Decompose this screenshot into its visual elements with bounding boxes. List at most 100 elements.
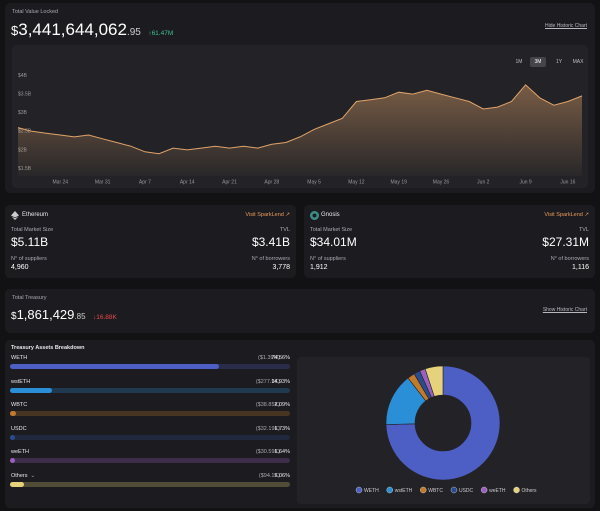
- legend-label: weETH: [489, 488, 506, 494]
- x-tick-label: May 12: [348, 179, 365, 185]
- share-bar: [10, 434, 15, 440]
- amount: 1,861,429: [16, 307, 75, 322]
- cents: .85: [74, 312, 86, 321]
- market-name: Ethereum: [22, 212, 49, 218]
- asset-label: weETH: [11, 449, 30, 456]
- x-tick-label: Jun 2: [477, 179, 489, 185]
- breakdown-card: Treasury Assets Breakdown WETH ($1.39M) 74…: [5, 340, 595, 508]
- range-button[interactable]: 1Y: [555, 59, 563, 65]
- legend-swatch: [450, 486, 458, 494]
- y-tick-label: $4B: [18, 73, 28, 79]
- legend-swatch: [355, 486, 363, 494]
- size-label: Total Market Size: [11, 227, 54, 233]
- pie-slice: [385, 365, 501, 481]
- asset-label: USDC: [11, 425, 27, 432]
- x-tick-label: Apr 7: [139, 179, 151, 185]
- size-value: $34.01M: [310, 235, 357, 249]
- legend-label: USDC: [459, 488, 474, 494]
- currency: $: [11, 23, 19, 38]
- eth-icon: [11, 211, 19, 220]
- cents: .95: [126, 27, 141, 38]
- share-bar: [10, 482, 25, 487]
- x-tick-label: May 26: [433, 179, 450, 185]
- share-bar: [10, 364, 219, 369]
- suppliers-value: 4,960: [11, 264, 29, 271]
- show-chart-link[interactable]: Show Historic Chart: [542, 307, 587, 313]
- asset-amount: ($94.1K): [258, 473, 280, 479]
- asset-label: wstETH: [11, 378, 31, 385]
- range-button[interactable]: MAX: [572, 59, 584, 65]
- legend-swatch: [420, 486, 427, 494]
- share-bar: [10, 411, 16, 417]
- link-text[interactable]: Visit SparkLend: [544, 212, 583, 218]
- legend-swatch: [386, 486, 393, 494]
- asset-amount: ($30.59K): [255, 449, 280, 456]
- legend-label: Others: [522, 488, 538, 494]
- size-label: Total Market Size: [310, 227, 353, 233]
- bar-track: [10, 458, 290, 464]
- legend-label: WBTC: [428, 488, 443, 494]
- asset-name: Others ⌄: [11, 473, 35, 479]
- range-button[interactable]: 3M: [530, 57, 546, 67]
- asset-amount: ($277.9K): [255, 378, 280, 385]
- asset-amount: ($32.19K): [255, 425, 280, 432]
- legend-label: wstETH: [395, 488, 413, 494]
- x-tick-label: Mar 31: [95, 179, 111, 185]
- tvl-value: $3.41B: [251, 235, 290, 249]
- borrowers-value: 3,778: [272, 264, 290, 271]
- tvl-value: $27.31M: [542, 235, 589, 249]
- visit-link[interactable]: Visit SparkLend ↗: [544, 212, 589, 218]
- change: ↑61.47M: [148, 30, 174, 37]
- link-text[interactable]: Visit SparkLend: [245, 212, 284, 218]
- legend-swatch: [480, 486, 488, 494]
- gnosis-icon: [310, 211, 319, 220]
- tvl-card: Total Value Locked $3,441,644,062.95 ↑61…: [5, 3, 595, 193]
- market-card: Ethereum Visit SparkLend ↗ Total Market …: [5, 205, 296, 278]
- y-tick-label: $3B: [18, 110, 28, 116]
- market-card: Gnosis Visit SparkLend ↗ Total Market Si…: [304, 205, 595, 278]
- change: ↓16.88K: [92, 314, 117, 321]
- bar-track: [10, 387, 290, 393]
- x-tick-label: May 5: [307, 179, 321, 185]
- asset-label: WBTC: [11, 402, 28, 409]
- x-tick-label: Jun 16: [560, 179, 575, 185]
- asset-name: WBTC: [11, 402, 27, 408]
- bar-track: [10, 364, 290, 369]
- legend-swatch: [513, 486, 520, 494]
- hide-chart-link[interactable]: Hide Historic Chart: [545, 23, 587, 29]
- x-tick-label: Jun 9: [519, 179, 531, 185]
- asset-name: USDC: [11, 426, 27, 432]
- bar-track: [10, 411, 290, 417]
- asset-name: weETH: [11, 449, 29, 455]
- suppliers-label: N° of suppliers: [11, 256, 47, 262]
- breakdown-title: Treasury Assets Breakdown: [11, 345, 85, 351]
- x-tick-label: Apr 14: [180, 179, 195, 185]
- visit-link[interactable]: Visit SparkLend ↗: [245, 212, 290, 218]
- share-bar: [10, 387, 52, 393]
- x-tick-label: Mar 24: [53, 179, 69, 185]
- tvl-title: Total Value Locked: [12, 9, 59, 15]
- asset-label: Others: [11, 473, 28, 479]
- tvl-value: $3,441,644,062.95 ↑61.47M: [11, 20, 173, 40]
- bar-track: [10, 434, 290, 440]
- range-button[interactable]: 1M: [515, 59, 523, 65]
- amount: 3,441,644,062: [18, 20, 127, 39]
- bar-track: [10, 482, 290, 487]
- borrowers-value: 1,116: [572, 264, 589, 271]
- size-value: $5.11B: [11, 235, 49, 249]
- chevron: ⌄: [30, 473, 36, 479]
- suppliers-label: N° of suppliers: [310, 256, 346, 262]
- asset-amount: ($38.85K): [255, 402, 280, 409]
- pie-slice: [424, 365, 444, 397]
- x-tick-label: Apr 21: [222, 179, 237, 185]
- share-bar: [10, 458, 15, 464]
- tvl-label: TVL: [578, 227, 589, 233]
- suppliers-value: 1,912: [310, 264, 328, 271]
- treasury-card: Total Treasury $1,861,429.85 ↓16.88K Sho…: [5, 289, 595, 333]
- pie-chart: WETH wstETH WBTC USDC weETH Others: [355, 365, 538, 494]
- currency: $: [11, 311, 17, 322]
- asset-name: WETH: [11, 355, 27, 361]
- market-name: Gnosis: [321, 212, 340, 218]
